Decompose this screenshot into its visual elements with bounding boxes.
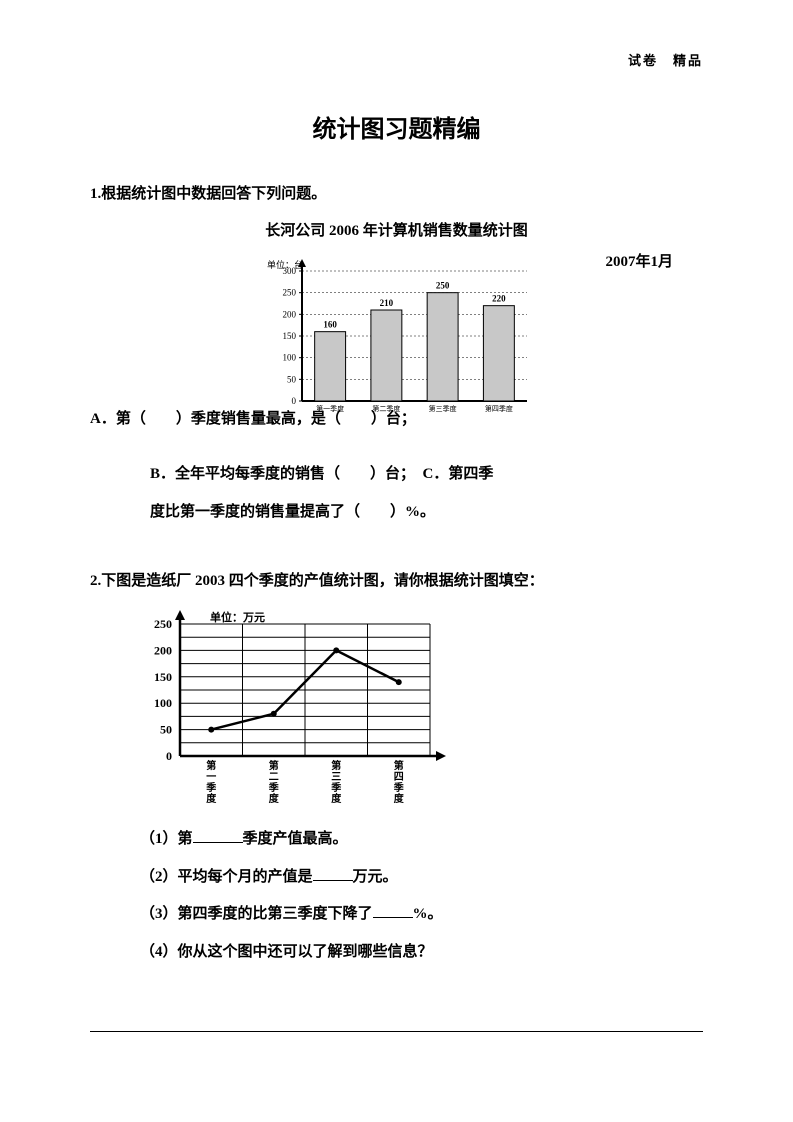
q2-sub2b: 万元。 [353, 869, 398, 885]
svg-text:50: 50 [287, 374, 297, 384]
q2-sub4: （4）你从这个图中还可以了解到哪些信息？ [140, 934, 703, 972]
svg-text:0: 0 [166, 749, 172, 763]
svg-text:250: 250 [282, 288, 296, 298]
svg-text:季: 季 [330, 781, 342, 794]
svg-text:160: 160 [323, 320, 337, 330]
footer-divider [90, 1031, 703, 1032]
svg-text:100: 100 [282, 353, 296, 363]
q2-chart: 050100150200250单位：万元第一季度第二季度第三季度第四季度 [130, 606, 703, 806]
svg-text:200: 200 [282, 309, 296, 319]
svg-text:0: 0 [291, 396, 296, 406]
svg-text:一: 一 [206, 772, 216, 783]
q2-sub1b: 季度产值最高。 [243, 831, 348, 847]
svg-text:度: 度 [269, 792, 280, 805]
svg-text:季: 季 [393, 781, 405, 794]
svg-text:第: 第 [206, 759, 216, 772]
q1-chart-title: 长河公司 2006 年计算机销售数量统计图 [90, 219, 703, 240]
q2-sub3: （3）第四季度的比第三季度下降了 %。 [140, 896, 703, 934]
q1-optB2: 度比第一季度的销售量提高了（ ）%。 [150, 494, 703, 532]
q1-optB: B．全年平均每季度的销售（ ）台； C．第四季 [150, 456, 703, 494]
svg-text:250: 250 [154, 617, 172, 631]
line-chart-svg: 050100150200250单位：万元第一季度第二季度第三季度第四季度 [130, 606, 450, 806]
svg-text:50: 50 [160, 723, 172, 737]
svg-text:度: 度 [331, 792, 342, 805]
q2-sub3b: %。 [413, 906, 443, 922]
svg-text:250: 250 [435, 281, 449, 291]
svg-text:二: 二 [269, 771, 279, 783]
svg-text:150: 150 [154, 670, 172, 684]
blank [373, 903, 413, 918]
svg-text:度: 度 [394, 792, 405, 805]
svg-text:第: 第 [394, 759, 404, 772]
svg-text:210: 210 [379, 298, 393, 308]
q1-prompt: 1.根据统计图中数据回答下列问题。 [90, 179, 703, 209]
bar-chart-svg: 单位：台050100150200250300160第一季度210第二季度250第… [257, 256, 537, 426]
svg-text:150: 150 [282, 331, 296, 341]
svg-text:第四季度: 第四季度 [484, 404, 512, 413]
q2-sub2a: （2）平均每个月的产值是 [140, 869, 313, 885]
svg-text:第三季度: 第三季度 [428, 404, 456, 413]
q2-sub1: （1）第 季度产值最高。 [140, 821, 703, 859]
svg-text:220: 220 [492, 294, 506, 304]
svg-text:四: 四 [394, 771, 404, 783]
svg-text:三: 三 [331, 771, 341, 783]
q2-sub3a: （3）第四季度的比第三季度下降了 [140, 906, 373, 922]
q1-chart: 单位：台050100150200250300160第一季度210第二季度250第… [90, 256, 703, 426]
svg-text:100: 100 [154, 696, 172, 710]
svg-text:季: 季 [205, 781, 217, 794]
svg-text:季: 季 [268, 781, 280, 794]
blank [193, 828, 243, 843]
page-title: 统计图习题精编 [90, 109, 703, 144]
svg-text:300: 300 [282, 266, 296, 276]
q2-sub1a: （1）第 [140, 831, 193, 847]
q2-prompt: 2.下图是造纸厂 2003 四个季度的产值统计图，请你根据统计图填空： [90, 566, 703, 596]
svg-text:200: 200 [154, 643, 172, 657]
blank [313, 866, 353, 881]
header-label: 试卷 精品 [90, 50, 703, 69]
q2-sub2: （2）平均每个月的产值是 万元。 [140, 859, 703, 897]
q1-optA: A．第（ ）季度销售量最高，是（ ）台； [90, 407, 416, 428]
svg-text:第: 第 [269, 759, 279, 772]
svg-text:第: 第 [331, 759, 341, 772]
svg-text:度: 度 [206, 792, 217, 805]
svg-text:单位：万元: 单位：万元 [210, 610, 265, 624]
